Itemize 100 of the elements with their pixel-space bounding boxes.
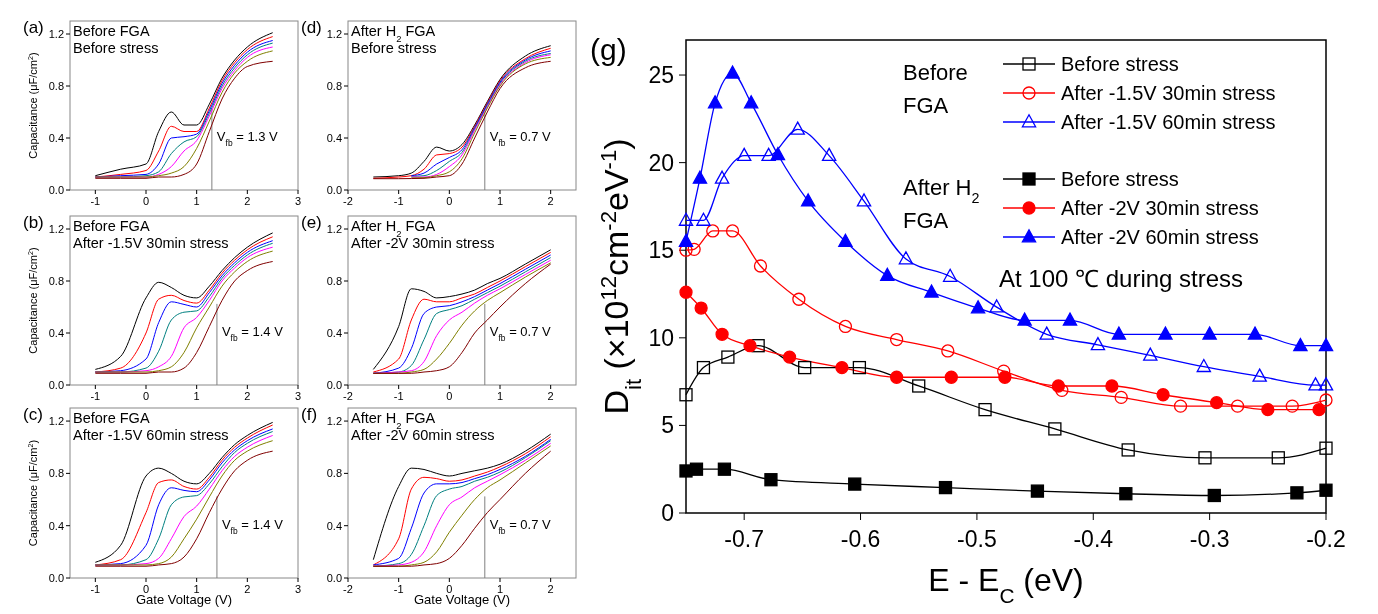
- point: [912, 379, 926, 393]
- point: [1202, 326, 1217, 340]
- x-tick-label: 0: [142, 390, 150, 402]
- y-tick-label: 1.2: [326, 27, 342, 40]
- x-tick-label: 0: [446, 390, 453, 402]
- y-tick-label: 0.4: [326, 326, 342, 339]
- legend-label: After -2V 60min stress: [1061, 226, 1259, 248]
- point: [678, 233, 694, 247]
- point: [696, 212, 711, 226]
- y-tick-label: 1.2: [48, 27, 64, 40]
- point: [852, 360, 867, 375]
- y-tick-label: 0.8: [326, 467, 342, 480]
- point: [821, 147, 837, 162]
- x-tick-label: -2: [343, 195, 353, 207]
- ref-line-label: V$_{fb}$ = 0.7 V: [489, 323, 552, 343]
- y-tick-label: 15: [648, 237, 674, 264]
- point: [753, 259, 768, 273]
- point: [1230, 399, 1245, 413]
- point: [800, 193, 816, 207]
- point: [689, 462, 704, 476]
- x-tick-label: 3: [294, 583, 302, 595]
- point: [838, 233, 853, 247]
- point: [1158, 326, 1173, 340]
- y-tick-label: 0.4: [48, 519, 64, 532]
- y-tick-label: 0.0: [326, 571, 342, 584]
- y-tick-label: 25: [648, 62, 674, 89]
- legend-label: After -2V 30min stress: [1061, 197, 1259, 219]
- annotation: Before stress: [73, 40, 159, 56]
- point: [798, 360, 812, 375]
- point: [764, 473, 778, 487]
- point: [1051, 379, 1066, 393]
- y-tick-label: 0.0: [326, 378, 342, 391]
- y-tick-label: 0.0: [48, 378, 64, 391]
- point: [1319, 483, 1333, 497]
- point: [1271, 451, 1285, 465]
- point: [835, 360, 849, 375]
- annotation: After -2V 60min stress: [351, 427, 495, 443]
- x-tick-label: -1: [90, 583, 101, 595]
- point: [989, 299, 1004, 313]
- x-tick-label: -0.5: [957, 526, 997, 552]
- x-tick-label: -0.2: [1306, 526, 1346, 552]
- y-tick-label: 1.2: [48, 222, 64, 235]
- point: [721, 350, 735, 364]
- point: [1055, 383, 1069, 398]
- point: [1030, 484, 1045, 498]
- x-tick-label: 1: [193, 583, 200, 595]
- point: [1121, 443, 1135, 457]
- legend-label: Before stress: [1061, 53, 1179, 75]
- point: [1319, 393, 1333, 407]
- x-tick-label: 1: [193, 195, 200, 207]
- point: [679, 285, 693, 299]
- x-axis-title: E - E$_{C}$ (eV): [928, 562, 1084, 607]
- point: [679, 388, 693, 402]
- y-tick-label: 0.4: [326, 131, 342, 144]
- ref-line-label: V$_{fb}$ = 1.4 V: [221, 323, 284, 343]
- chart-title: (a): [23, 18, 44, 37]
- x-tick-label: 0: [142, 583, 150, 595]
- point: [1285, 399, 1299, 413]
- point: [938, 480, 953, 495]
- chart-title: (g): [590, 33, 627, 66]
- point: [889, 370, 904, 384]
- x-tick-label: 1: [496, 195, 504, 207]
- ref-line-label: V$_{fb}$ = 1.3 V: [216, 128, 279, 148]
- x-tick-label: 1: [496, 390, 504, 402]
- point: [743, 339, 757, 353]
- point: [714, 170, 730, 184]
- ref-line-label: V$_{fb}$ = 1.4 V: [221, 516, 284, 536]
- point: [1318, 377, 1334, 391]
- x-tick-label: 2: [547, 390, 554, 402]
- point: [1114, 390, 1128, 405]
- point: [978, 402, 992, 417]
- point: [1207, 488, 1221, 503]
- point: [1312, 402, 1326, 417]
- point: [1062, 312, 1078, 326]
- text: After H$_{2}$ FGA: [903, 175, 980, 233]
- x-tick-label: -2: [343, 390, 353, 402]
- point: [1039, 326, 1054, 340]
- x-tick-label: -1: [90, 390, 101, 402]
- point: [1105, 379, 1119, 393]
- x-tick-label: -0.4: [1073, 526, 1114, 552]
- point: [1318, 337, 1334, 352]
- point: [1173, 399, 1188, 413]
- point: [1119, 487, 1133, 501]
- point: [889, 332, 904, 347]
- annotation: After -2V 30min stress: [351, 235, 495, 251]
- x-tick-label: 2: [244, 583, 251, 595]
- chart-title: (d): [301, 18, 322, 37]
- annotation: Before FGA: [73, 23, 150, 39]
- point: [1247, 326, 1263, 340]
- y-tick-label: 1.2: [326, 414, 342, 427]
- point: [790, 121, 805, 135]
- point: [736, 147, 752, 162]
- point: [1252, 368, 1267, 382]
- x-tick-label: -1: [393, 390, 404, 402]
- point: [770, 146, 786, 161]
- point: [1090, 336, 1106, 351]
- x-tick-label: 1: [193, 390, 200, 402]
- point: [1017, 312, 1032, 326]
- point: [1111, 326, 1127, 340]
- point: [725, 224, 740, 238]
